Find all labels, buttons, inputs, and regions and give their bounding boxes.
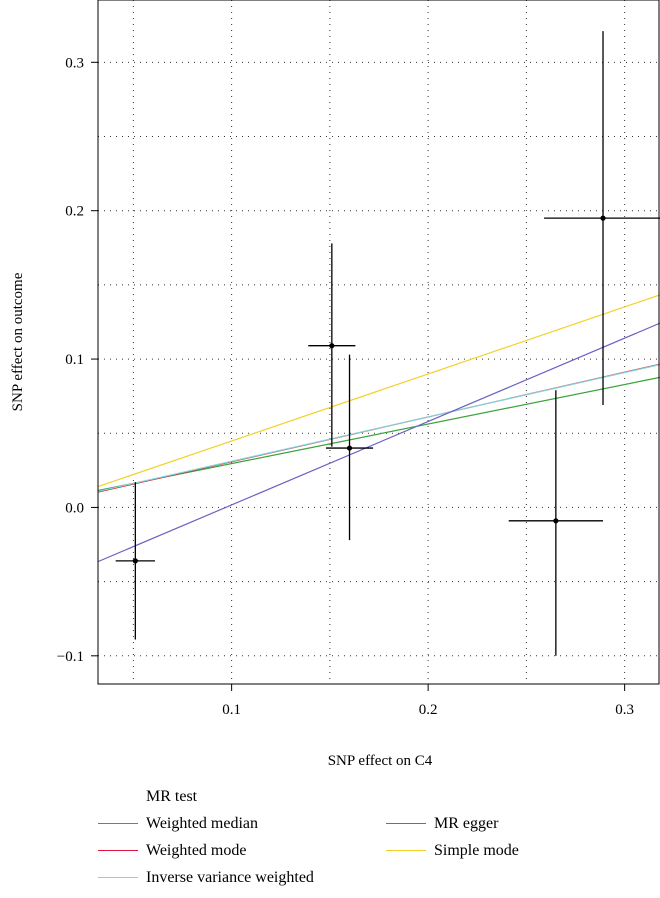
y-tick-label: 0.1 (65, 352, 84, 368)
legend-item-inverse-variance-weighted: Inverse variance weighted (98, 864, 386, 891)
legend-items: Weighted median MR egger Weighted mode S… (98, 810, 638, 891)
data-point (115, 482, 155, 640)
point-marker (600, 215, 606, 221)
regression-lines (97, 294, 660, 563)
point-marker (553, 518, 559, 524)
legend-title: MR test (146, 788, 198, 805)
legend: MR test Weighted median MR egger Weighte… (98, 784, 638, 891)
legend-swatch (98, 823, 138, 824)
line-weighted-median (97, 376, 660, 492)
x-axis-title: SNP effect on C4 (328, 753, 433, 769)
x-tick-label: 0.1 (222, 702, 241, 718)
line-mr-egger (97, 322, 660, 563)
y-tick-label: 0.0 (65, 500, 84, 516)
legend-label: Weighted mode (146, 841, 247, 859)
line-simple-mode (97, 294, 660, 488)
x-tick-label: 0.2 (419, 702, 438, 718)
legend-item-simple-mode: Simple mode (386, 837, 636, 864)
grid (98, 0, 660, 684)
point-marker (329, 343, 335, 349)
y-tick-label: 0.2 (65, 204, 84, 220)
legend-label: Weighted median (146, 814, 259, 832)
legend-label: Inverse variance weighted (146, 868, 314, 886)
data-points (115, 31, 660, 656)
data-point (325, 354, 374, 541)
point-marker (346, 445, 353, 451)
legend-swatch (386, 850, 426, 851)
x-tick-label: 0.3 (615, 702, 634, 718)
scatter-plot: 0.1 0.2 0.3 −0.1 0.0 0.1 0.2 0.3 SNP effect on… (10, 0, 660, 769)
data-point (308, 243, 356, 447)
data-point (508, 390, 604, 656)
legend-item-weighted-median: Weighted median (98, 810, 386, 837)
plot-frame (97, 0, 660, 685)
line-inverse-variance-weighted (97, 363, 660, 493)
legend-swatch (98, 850, 138, 851)
legend-swatch (98, 877, 138, 878)
y-tick-label: −0.1 (57, 649, 84, 665)
legend-swatch (386, 823, 426, 824)
y-axis: −0.1 0.0 0.1 0.2 0.3 (57, 55, 98, 665)
legend-item-mr-egger: MR egger (386, 810, 636, 837)
legend-label: Simple mode (434, 841, 519, 859)
data-point (544, 31, 660, 406)
y-tick-label: 0.3 (65, 55, 84, 71)
legend-item-weighted-mode: Weighted mode (98, 837, 386, 864)
legend-label: MR egger (434, 814, 499, 832)
point-marker (132, 558, 138, 564)
x-axis: 0.1 0.2 0.3 (222, 684, 634, 718)
y-axis-title: SNP effect on outcome (10, 272, 26, 411)
